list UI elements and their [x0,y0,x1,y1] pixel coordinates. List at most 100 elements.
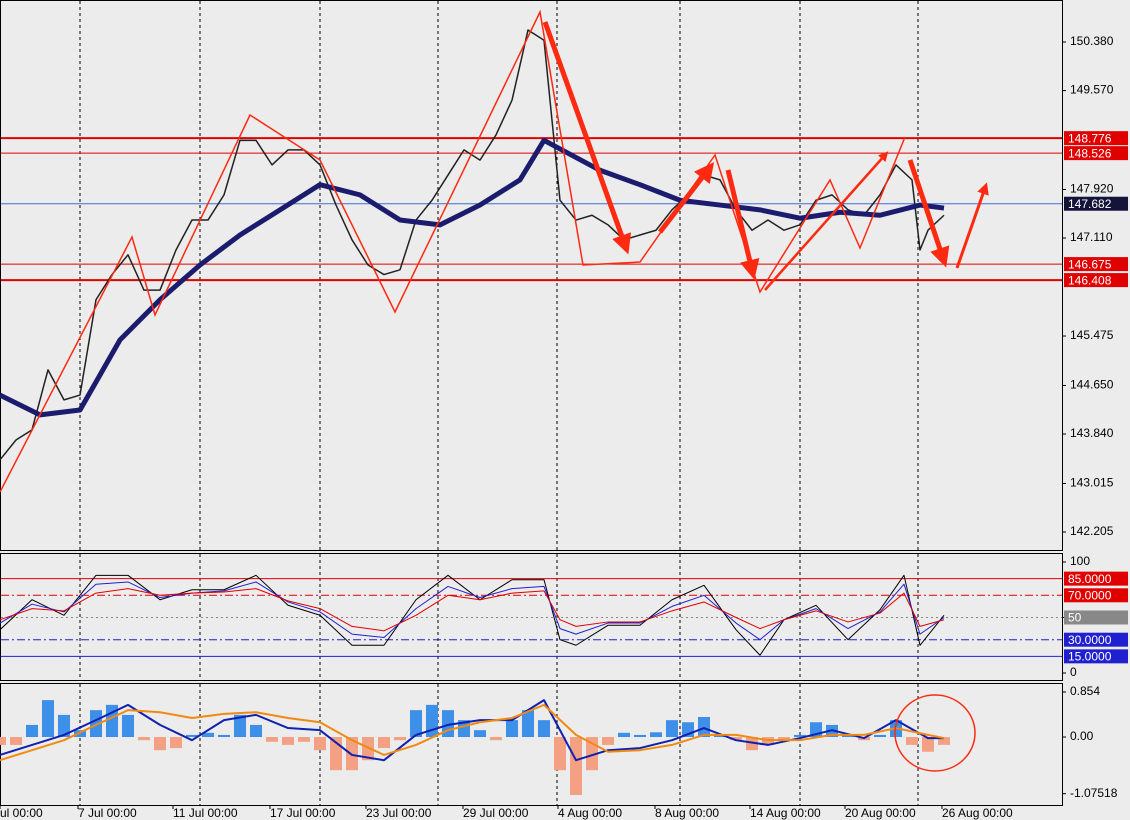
y-tick-label: -1.07518 [1070,786,1118,800]
x-tick-label: 29 Jul 00:00 [463,806,529,820]
y-tick-label: 145.475 [1070,328,1114,342]
x-tick-label: 23 Jul 00:00 [366,806,432,820]
level-label-box [1064,588,1128,603]
x-tick-label: 11 Jul 00:00 [173,806,238,820]
histogram-bar [58,714,70,738]
histogram-bar [778,737,790,741]
histogram-bar [874,734,886,738]
histogram-bar [378,737,390,749]
x-tick-label: 7 Jul 00:00 [78,806,137,820]
histogram-bar [522,710,534,738]
arrow [955,182,989,269]
histogram-bar [298,737,310,742]
y-tick-label: 147.110 [1070,230,1113,244]
x-tick-label: 14 Aug 00:00 [750,806,821,820]
histogram-bar [490,737,502,741]
histogram-bar [394,737,406,741]
histogram-bar [506,720,518,738]
histogram-bar [746,737,758,751]
histogram-bar [266,737,278,742]
histogram-bar [138,737,150,741]
series-line [0,29,945,461]
histogram-bar [410,710,422,738]
histogram-bar [154,737,166,751]
level-label: 148.776 [1068,131,1112,145]
histogram-bar [650,732,662,738]
y-tick-label: 147.920 [1070,182,1114,196]
level-label-box [1064,571,1128,586]
y-tick-label: 143.015 [1070,476,1114,490]
y-tick-label: 100 [1070,554,1090,568]
arrow [725,169,760,280]
x-tick-label: 17 Jul 00:00 [270,806,336,820]
arrow [907,159,950,268]
histogram-bar [186,734,198,738]
histogram-bar [314,737,326,751]
histogram-bar [202,732,214,738]
series-line [0,581,945,641]
y-tick-label: 0 [1070,665,1077,679]
histogram-bar [906,737,918,745]
histogram-bar [730,737,742,741]
x-tick-label: 20 Aug 00:00 [845,806,916,820]
histogram-bar [842,734,854,738]
histogram-bar [618,732,630,738]
histogram-bar [602,737,614,745]
level-label: 70.0000 [1068,588,1112,602]
histogram-bar [714,734,726,738]
x-tick-label: 4 Aug 00:00 [558,806,622,820]
arrow [542,21,632,255]
histogram-bar [90,710,102,738]
histogram-bar [42,700,54,738]
series-line [0,588,945,632]
level-label-box [1064,257,1128,272]
level-label-box [1064,273,1128,288]
histogram-bar [10,737,22,745]
y-tick-label: 144.650 [1070,378,1114,392]
x-tick-label: 8 Aug 00:00 [655,806,719,820]
level-label-box [1064,146,1128,161]
series-line [0,137,945,418]
histogram-bar [234,714,246,738]
y-tick-label: 149.570 [1070,83,1114,97]
level-label-box [1064,610,1128,625]
panel [0,0,1063,551]
level-label: 50 [1068,611,1082,625]
level-label: 146.408 [1068,273,1112,287]
x-tick-label: 26 Aug 00:00 [942,806,1013,820]
histogram-bar [538,720,550,738]
histogram-bar [474,730,486,738]
histogram-bar [0,737,6,745]
histogram-bar [122,714,134,738]
series-line [0,703,945,762]
level-label: 147.682 [1068,197,1112,211]
level-label-box [1064,632,1128,647]
histogram-bar [666,720,678,738]
histogram-bar [922,737,934,752]
histogram-bar [698,716,710,738]
y-tick-label: 150.380 [1070,34,1114,48]
histogram-bar [554,737,566,771]
y-tick-label: 0.854 [1070,684,1100,698]
histogram-bar [282,737,294,745]
histogram-bar [170,737,182,749]
level-label-box [1064,196,1128,211]
level-label: 146.675 [1068,257,1112,271]
level-label-box [1064,131,1128,146]
histogram-bar [938,737,950,745]
histogram-bar [26,724,38,738]
y-tick-label: 143.840 [1070,426,1114,440]
level-label: 15.0000 [1068,650,1112,664]
series-line [0,699,944,762]
histogram-bar [634,734,646,738]
arrow [764,151,889,291]
histogram-bar [218,734,230,738]
histogram-bar [794,734,806,738]
highlight-circle [894,694,976,772]
y-tick-label: 0.00 [1070,729,1094,743]
level-label: 148.526 [1068,146,1112,160]
level-label: 30.0000 [1068,633,1112,647]
